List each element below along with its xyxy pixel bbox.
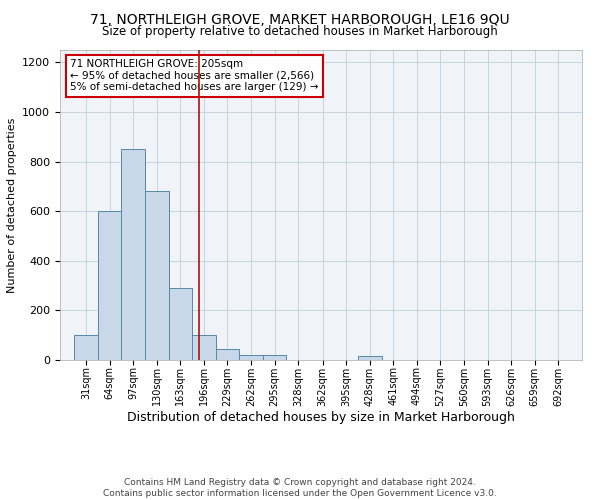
Bar [145, 192, 169, 360]
X-axis label: Distribution of detached houses by size in Market Harborough: Distribution of detached houses by size … [127, 412, 515, 424]
Bar [169, 288, 192, 360]
Bar [98, 211, 121, 360]
Text: 71 NORTHLEIGH GROVE: 205sqm
← 95% of detached houses are smaller (2,566)
5% of s: 71 NORTHLEIGH GROVE: 205sqm ← 95% of det… [70, 60, 319, 92]
Bar [74, 335, 98, 360]
Bar [192, 335, 215, 360]
Bar [215, 349, 239, 360]
Text: Size of property relative to detached houses in Market Harborough: Size of property relative to detached ho… [102, 25, 498, 38]
Text: 71, NORTHLEIGH GROVE, MARKET HARBOROUGH, LE16 9QU: 71, NORTHLEIGH GROVE, MARKET HARBOROUGH,… [90, 12, 510, 26]
Bar [263, 355, 286, 360]
Bar [239, 355, 263, 360]
Y-axis label: Number of detached properties: Number of detached properties [7, 118, 17, 292]
Bar [121, 149, 145, 360]
Text: Contains HM Land Registry data © Crown copyright and database right 2024.
Contai: Contains HM Land Registry data © Crown c… [103, 478, 497, 498]
Bar [358, 356, 382, 360]
